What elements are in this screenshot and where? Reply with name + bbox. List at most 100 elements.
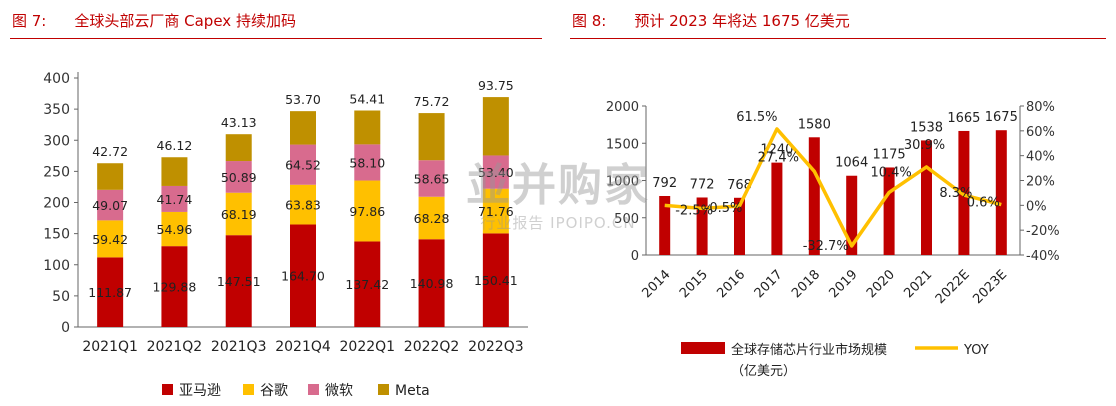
legend-label-microsoft: 微软	[325, 383, 353, 399]
market-size-label: 1175	[873, 147, 906, 162]
legend-label-market-size: 全球存储芯片行业市场规模	[731, 342, 887, 358]
data-label-amazon: 140.98	[410, 276, 454, 291]
left-y-tick-label: 2000	[606, 100, 639, 115]
x-tick-label-right: 2015	[677, 267, 711, 301]
market-size-bar	[995, 130, 1007, 255]
legend-label-meta: Meta	[395, 383, 430, 399]
bar-segment-microsoft	[354, 144, 381, 181]
right-title-rule	[570, 38, 1106, 39]
bar-segment-google	[418, 196, 445, 240]
data-label-meta: 42.72	[92, 144, 128, 159]
bar-segment-amazon	[418, 239, 445, 327]
yoy-label: -32.7%	[803, 239, 849, 254]
left-y-tick-label: 1500	[606, 137, 639, 152]
bar-segment-meta	[97, 163, 124, 190]
data-label-meta: 46.12	[157, 138, 193, 153]
bar-segment-microsoft	[418, 160, 445, 197]
yoy-label: 61.5%	[736, 110, 777, 125]
x-tick-label-right: 2022E	[933, 267, 973, 307]
right-figure-caption: 预计 2023 年将达 1675 亿美元	[634, 12, 850, 30]
bar-segment-meta	[418, 113, 445, 161]
bar-segment-google	[161, 211, 188, 247]
right-y-tick-label: 0%	[1026, 199, 1047, 214]
legend-swatch-google	[243, 384, 254, 395]
data-label-amazon: 137.42	[345, 277, 389, 292]
yoy-line	[664, 127, 1002, 248]
y-tick-label: 50	[52, 289, 70, 305]
data-label-google: 63.83	[285, 198, 321, 213]
bar-segment-amazon	[97, 257, 124, 327]
bar-segment-meta	[161, 157, 188, 186]
data-label-meta: 75.72	[414, 94, 450, 109]
y-tick-label: 400	[43, 71, 70, 87]
x-tick-label-right: 2020	[864, 267, 898, 301]
legend-swatch-amazon	[162, 384, 173, 395]
right-y-tick-label: -40%	[1026, 249, 1060, 264]
y-tick-label: 200	[43, 196, 70, 212]
bar-segment-google	[290, 184, 316, 225]
data-label-amazon: 150.41	[474, 273, 518, 288]
market-size-bar	[771, 162, 783, 255]
bar-segment-amazon	[225, 235, 252, 327]
market-size-label: 792	[652, 176, 677, 191]
legend-swatch-market-size	[681, 342, 725, 354]
right-y-tick-label: 20%	[1026, 175, 1055, 190]
bar-segment-microsoft	[225, 161, 252, 193]
x-tick-label-right: 2016	[714, 267, 748, 301]
x-tick-label-right: 2019	[827, 267, 861, 301]
market-size-label: 1675	[985, 110, 1018, 125]
right-figure-title: 图 8: 预计 2023 年将达 1675 亿美元	[572, 10, 850, 31]
x-tick-label: 2021Q2	[147, 339, 203, 355]
yoy-label: 0.6%	[967, 196, 1000, 211]
data-label-meta: 54.41	[349, 92, 385, 107]
right-y-tick-label: -20%	[1026, 224, 1060, 239]
x-tick-label: 2021Q4	[275, 339, 331, 355]
data-label-microsoft: 64.52	[285, 158, 321, 173]
data-label-google: 59.42	[92, 232, 128, 247]
legend-swatch-meta	[378, 384, 389, 395]
left-y-tick-label: 500	[614, 212, 639, 227]
y-tick-label: 300	[43, 133, 70, 149]
data-label-amazon: 147.51	[217, 274, 261, 289]
data-label-amazon: 129.88	[153, 280, 197, 295]
data-label-google: 54.96	[157, 222, 193, 237]
data-label-google: 68.28	[414, 211, 450, 226]
bar-segment-microsoft	[290, 144, 316, 185]
right-y-tick-label: 60%	[1026, 125, 1055, 140]
legend-label-amazon: 亚马逊	[179, 383, 221, 399]
right-y-tick-label: 40%	[1026, 150, 1055, 165]
data-label-microsoft: 58.65	[414, 171, 450, 186]
y-tick-label: 100	[43, 258, 70, 274]
bar-segment-microsoft	[482, 155, 509, 189]
bar-segment-google	[97, 220, 124, 258]
data-label-meta: 53.70	[285, 92, 321, 107]
bar-segment-amazon	[482, 233, 509, 327]
legend-label-market-size-unit: （亿美元）	[731, 364, 796, 379]
market-size-bar	[921, 140, 932, 255]
yoy-label: -0.5%	[705, 201, 743, 216]
left-figure-caption: 全球头部云厂商 Capex 持续加码	[74, 12, 296, 30]
legend-label-yoy: YOY	[963, 343, 989, 358]
market-size-label: 1665	[947, 111, 980, 126]
x-tick-label-right: 2014	[640, 267, 674, 301]
x-tick-label: 2021Q3	[211, 339, 267, 355]
x-tick-label: 2022Q3	[468, 339, 524, 355]
yoy-label: 10.4%	[870, 165, 911, 180]
right-figure-number: 图 8:	[572, 12, 607, 30]
x-tick-label-right: 2017	[752, 267, 786, 301]
left-title-rule	[10, 38, 542, 39]
x-tick-label: 2022Q2	[404, 339, 460, 355]
legend-label-google: 谷歌	[260, 383, 288, 399]
market-size-label: 1580	[798, 117, 831, 132]
x-tick-label: 2022Q1	[340, 339, 396, 355]
left-figure-title: 图 7: 全球头部云厂商 Capex 持续加码	[12, 10, 296, 31]
bar-segment-meta	[482, 97, 509, 156]
bar-segment-google	[354, 180, 381, 242]
x-tick-label-right: 2023E	[970, 267, 1010, 307]
market-size-bar	[659, 195, 671, 255]
left-figure-number: 图 7:	[12, 12, 47, 30]
data-label-microsoft: 50.89	[221, 170, 257, 185]
bar-segment-google	[482, 188, 509, 234]
yoy-label: 8.3%	[939, 186, 972, 201]
